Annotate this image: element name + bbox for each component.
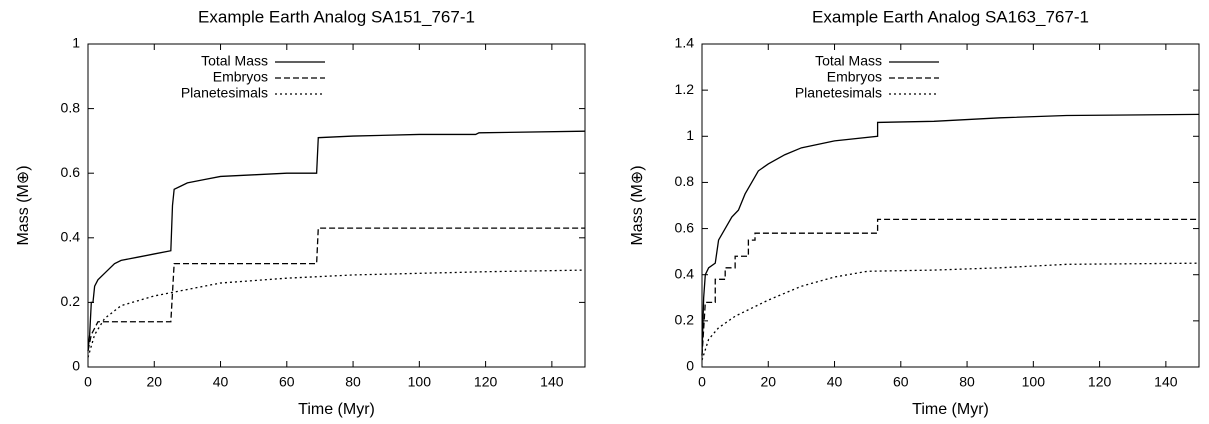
legend-label: Planetesimals bbox=[795, 85, 882, 101]
chart-title: Example Earth Analog SA151_767-1 bbox=[198, 7, 475, 26]
y-tick-label: 1.2 bbox=[675, 81, 695, 97]
y-tick-label: 0.8 bbox=[675, 173, 695, 189]
x-tick-label: 60 bbox=[279, 374, 295, 390]
x-tick-label: 20 bbox=[760, 374, 776, 390]
x-tick-label: 0 bbox=[84, 374, 92, 390]
y-axis-label: Mass (M⊕) bbox=[629, 165, 646, 245]
legend-label: Embryos bbox=[827, 69, 882, 85]
x-tick-label: 60 bbox=[893, 374, 909, 390]
x-tick-label: 40 bbox=[213, 374, 229, 390]
x-axis-label: Time (Myr) bbox=[912, 401, 989, 418]
y-tick-label: 1 bbox=[72, 35, 80, 51]
y-tick-label: 1.4 bbox=[675, 35, 695, 51]
y-tick-label: 0.6 bbox=[675, 219, 695, 235]
legend-label: Total Mass bbox=[815, 53, 882, 69]
y-tick-label: 0.4 bbox=[61, 229, 81, 245]
x-tick-label: 100 bbox=[1022, 374, 1046, 390]
plot-frame bbox=[701, 43, 1200, 368]
legend-label: Planetesimals bbox=[181, 85, 268, 101]
x-tick-label: 20 bbox=[146, 374, 162, 390]
x-tick-label: 80 bbox=[345, 374, 361, 390]
data-line bbox=[701, 113, 1200, 356]
data-line bbox=[701, 262, 1200, 361]
x-tick-label: 140 bbox=[540, 374, 564, 390]
x-tick-label: 40 bbox=[827, 374, 843, 390]
y-tick-label: 0.6 bbox=[61, 164, 81, 180]
y-tick-label: 0.4 bbox=[675, 265, 695, 281]
x-tick-label: 140 bbox=[1154, 374, 1178, 390]
y-axis-label: Mass (M⊕) bbox=[15, 165, 32, 245]
legend-label: Total Mass bbox=[201, 53, 268, 69]
y-tick-label: 0.2 bbox=[675, 312, 695, 328]
x-tick-label: 100 bbox=[408, 374, 432, 390]
x-tick-label: 0 bbox=[698, 374, 706, 390]
y-tick-label: 0 bbox=[686, 358, 694, 374]
y-tick-label: 0.2 bbox=[61, 293, 81, 309]
y-tick-label: 0.8 bbox=[61, 99, 81, 115]
data-line bbox=[701, 218, 1199, 356]
data-line bbox=[87, 227, 585, 351]
legend-label: Embryos bbox=[213, 69, 268, 85]
x-tick-label: 120 bbox=[474, 374, 498, 390]
chart-title: Example Earth Analog SA163_767-1 bbox=[812, 7, 1089, 26]
x-axis-label: Time (Myr) bbox=[298, 401, 375, 418]
data-line bbox=[87, 269, 586, 358]
x-tick-label: 80 bbox=[959, 374, 975, 390]
y-tick-label: 1 bbox=[686, 127, 694, 143]
y-tick-label: 0 bbox=[72, 358, 80, 374]
data-line bbox=[87, 130, 586, 351]
plot-frame bbox=[87, 43, 586, 368]
x-tick-label: 120 bbox=[1088, 374, 1112, 390]
